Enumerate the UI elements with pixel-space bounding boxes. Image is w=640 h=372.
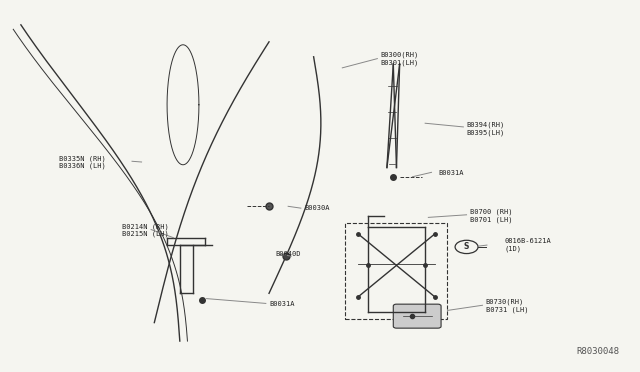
Text: R8030048: R8030048 — [577, 347, 620, 356]
FancyBboxPatch shape — [394, 304, 441, 328]
Text: B0300(RH)
B0301(LH): B0300(RH) B0301(LH) — [381, 52, 419, 65]
Text: B0040D: B0040D — [275, 251, 301, 257]
Text: B0335N (RH)
B0336N (LH): B0335N (RH) B0336N (LH) — [59, 155, 106, 169]
Text: S: S — [464, 243, 469, 251]
Text: 0816B-6121A
(1D): 0816B-6121A (1D) — [505, 238, 552, 252]
Text: B0214N (RH)
B0215N (LH): B0214N (RH) B0215N (LH) — [122, 223, 169, 237]
Text: B0394(RH)
B0395(LH): B0394(RH) B0395(LH) — [467, 122, 505, 136]
Text: B0030A: B0030A — [304, 205, 330, 211]
Text: B0730(RH)
B0731 (LH): B0730(RH) B0731 (LH) — [486, 299, 528, 313]
Text: B0031A: B0031A — [438, 170, 463, 176]
Text: B0700 (RH)
B0701 (LH): B0700 (RH) B0701 (LH) — [470, 209, 512, 222]
Text: B0031A: B0031A — [269, 301, 294, 307]
Bar — [346, 223, 447, 319]
